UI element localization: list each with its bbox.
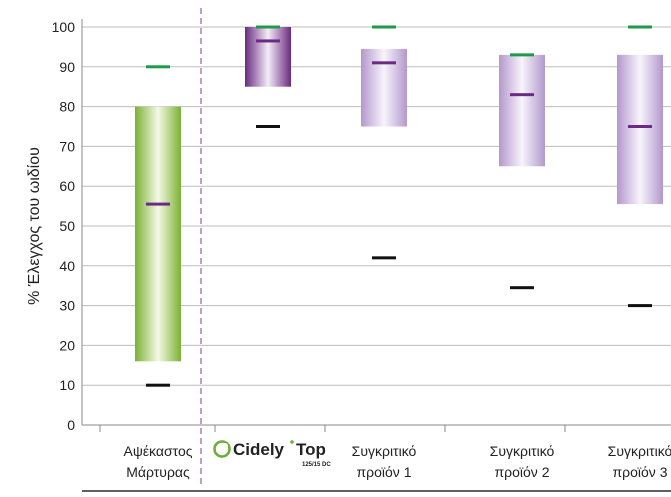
y-tick-label: 30 xyxy=(59,298,75,314)
category-label: προϊόν 3 xyxy=(613,464,668,480)
mean-marker xyxy=(628,125,652,128)
y-tick-label: 60 xyxy=(59,178,75,194)
y-tick-label: 50 xyxy=(59,218,75,234)
y-tick-label: 80 xyxy=(59,99,75,115)
logo-registered-mark xyxy=(290,440,294,444)
mean-marker xyxy=(256,39,280,43)
logo-leaf-icon xyxy=(213,440,231,458)
category-label: προϊόν 2 xyxy=(495,464,550,480)
range-bar xyxy=(361,48,407,127)
y-tick-label: 0 xyxy=(67,417,75,433)
range-bar xyxy=(135,106,181,362)
labels: 0 10 20 30 40 50 60 70 80 90 100 % Έλεγχος του ωιδί… xyxy=(26,19,671,480)
bars xyxy=(135,25,663,387)
range-bar xyxy=(245,27,291,87)
max-marker xyxy=(510,53,534,57)
mean-marker xyxy=(510,93,534,97)
max-marker xyxy=(628,25,652,29)
y-tick-label: 10 xyxy=(59,377,75,393)
cidely-top-logo: Cidely Top 125/15 DC xyxy=(213,440,331,468)
logo-leaf-inner xyxy=(222,443,228,449)
range-bar xyxy=(499,54,545,167)
min-marker xyxy=(628,304,652,308)
logo-brand: Cidely xyxy=(233,440,285,459)
category-label: προϊόν 1 xyxy=(357,464,412,480)
min-marker xyxy=(372,256,396,260)
y-tick-label: 90 xyxy=(59,59,75,75)
category-label: Συγκριτικό xyxy=(490,443,555,459)
logo-sub: 125/15 DC xyxy=(302,462,331,468)
y-tick-label: 20 xyxy=(59,337,75,353)
y-tick-label: 40 xyxy=(59,258,75,274)
logo-suffix: Top xyxy=(296,440,326,459)
category-label: Συγκριτικό xyxy=(352,443,417,459)
max-marker xyxy=(256,25,280,29)
category-label: Συγκριτικό xyxy=(608,443,671,459)
mean-marker xyxy=(372,61,396,65)
category-label: Μάρτυρας xyxy=(126,464,190,480)
min-marker xyxy=(256,125,280,128)
y-tick-label: 100 xyxy=(52,19,76,35)
range-bar xyxy=(617,54,663,205)
category-label: Αψέκαστος xyxy=(124,443,193,459)
max-marker xyxy=(372,25,396,29)
max-marker xyxy=(146,65,170,69)
min-marker xyxy=(510,286,534,290)
axes xyxy=(81,8,671,492)
mean-marker xyxy=(146,202,170,206)
y-axis-label: % Έλεγχος του ωιδίου xyxy=(26,147,43,305)
min-marker xyxy=(146,383,170,387)
y-tick-label: 70 xyxy=(59,138,75,154)
